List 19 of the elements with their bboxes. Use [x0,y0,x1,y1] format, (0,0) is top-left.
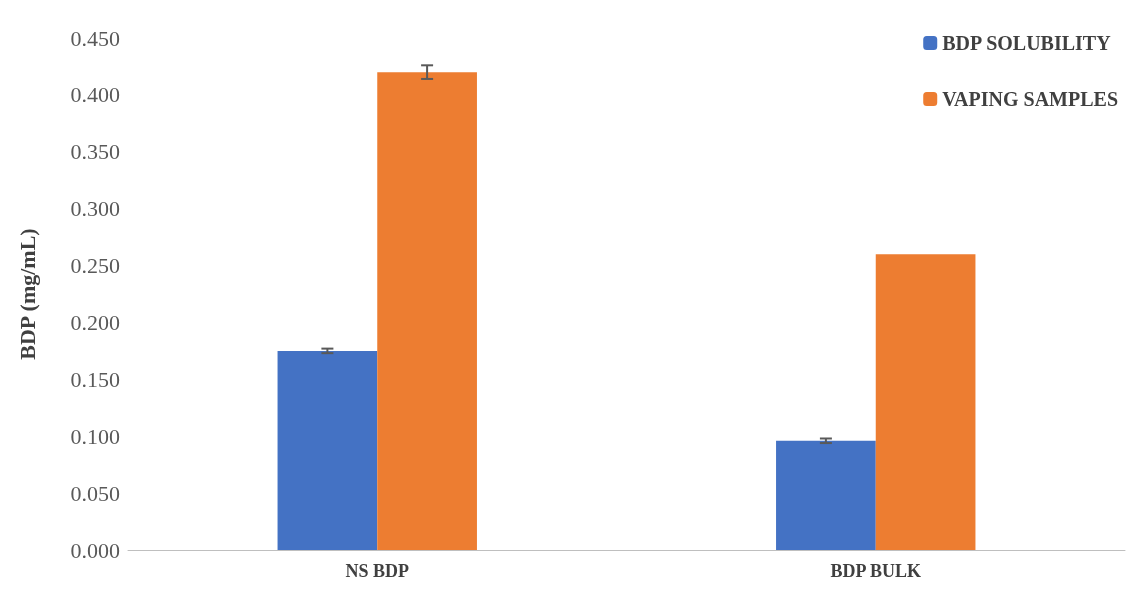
bar [277,350,378,550]
y-axis-title: BDP (mg/mL) [14,228,40,360]
bar [776,440,876,550]
y-tick-label: 0.300 [70,196,120,222]
bar [377,72,477,550]
y-tick-label: 0.100 [70,423,120,449]
y-tick-label: 0.150 [70,366,120,392]
y-tick-label: 0.000 [70,537,120,563]
legend-label: BDP SOLUBILITY [942,32,1112,54]
y-tick-label: 0.350 [70,139,120,165]
y-tick-label: 0.200 [70,309,120,335]
y-tick-label: 0.250 [70,253,120,279]
bar [875,254,976,550]
x-tick-label: BDP BULK [830,561,922,581]
legend-label: VAPING SAMPLES [942,88,1119,110]
y-tick-label: 0.450 [70,25,120,51]
x-tick-label: NS BDP [345,561,410,581]
y-tick-label: 0.050 [70,480,120,506]
y-tick-label: 0.400 [70,82,120,108]
